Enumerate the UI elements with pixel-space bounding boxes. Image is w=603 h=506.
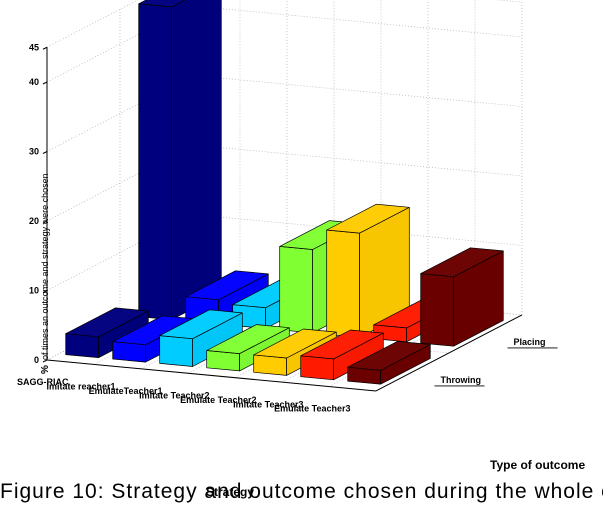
bar	[65, 307, 149, 359]
bar	[138, 0, 222, 321]
y-tick-mark	[42, 81, 48, 85]
bar-top-face	[185, 270, 269, 301]
y-axis-label: of times an outcome and strategy were ch…	[40, 173, 50, 360]
z-tick-label: Throwing	[441, 375, 482, 385]
bar-front-face	[206, 350, 240, 372]
x-tick-label: EmulateTeacher1	[89, 386, 163, 396]
bar-side-face	[171, 0, 222, 321]
gridline	[46, 75, 194, 152]
bar-top-face	[138, 0, 186, 8]
y-tick-label: 40	[29, 77, 39, 87]
bar-top-face	[300, 329, 384, 360]
bar-top-face	[326, 203, 410, 234]
x-tick-label: Emulate Teacher3	[274, 404, 350, 414]
gridline	[494, 0, 523, 3]
bar-top-face	[347, 341, 431, 371]
bar-front-face	[159, 335, 193, 367]
bar	[206, 324, 290, 372]
gridline	[192, 144, 523, 177]
bar-top-face	[159, 309, 243, 340]
gridline	[46, 144, 194, 222]
y-tick-mark	[42, 290, 48, 293]
bar-front-face	[253, 354, 287, 376]
z-axis-label: Type of outcome	[490, 458, 585, 472]
x-tick-label: SAGG-RIAC	[17, 377, 69, 387]
bar-top-face	[65, 307, 149, 338]
gridline	[46, 0, 139, 48]
bar	[347, 341, 431, 385]
z-tick-label: Placing	[514, 337, 546, 347]
bar	[326, 203, 410, 338]
gridline	[46, 5, 194, 83]
bar-front-face	[300, 355, 334, 381]
z-axis-line	[375, 314, 523, 392]
figure-caption: Figure 10: Strategy and outcome chosen d…	[0, 480, 603, 503]
bar-top-face	[420, 247, 504, 278]
y-tick-label: 45	[29, 42, 39, 52]
y-tick-label: 0	[34, 355, 39, 365]
x-tick-label: Imitate reacher1	[46, 382, 115, 392]
y-tick-mark	[42, 359, 48, 363]
y-tick-label: 30	[29, 147, 39, 157]
bar-front-face	[326, 229, 360, 338]
grid	[46, 0, 523, 392]
y-tick-label: 10	[29, 286, 39, 296]
x-tick-label: Emulate Teacher2	[180, 395, 256, 405]
gridline	[46, 214, 194, 291]
gridline	[192, 5, 523, 38]
bars	[65, 0, 504, 385]
x-tick-label: Imitate Teacher3	[233, 399, 303, 409]
x-tick-label: Imitate Teacher2	[139, 390, 209, 400]
x-axis-line	[46, 359, 377, 392]
y-axis-label-prefix: %	[40, 365, 51, 374]
bar	[159, 309, 243, 367]
y-tick-mark	[42, 220, 48, 224]
bar-top-face	[206, 324, 290, 354]
y-tick-label: 20	[29, 216, 39, 226]
x-axis-label: Strategy	[206, 485, 254, 499]
bar-front-face	[112, 341, 146, 363]
bar-front-face	[420, 273, 454, 347]
bar-top-face	[253, 328, 337, 359]
bar-front-face	[279, 246, 313, 334]
y-tick-mark	[42, 151, 48, 154]
bar-front-face	[138, 3, 172, 321]
gridline	[192, 75, 523, 107]
bar	[420, 247, 504, 347]
bar-front-face	[65, 333, 99, 359]
y-tick-mark	[42, 46, 48, 50]
